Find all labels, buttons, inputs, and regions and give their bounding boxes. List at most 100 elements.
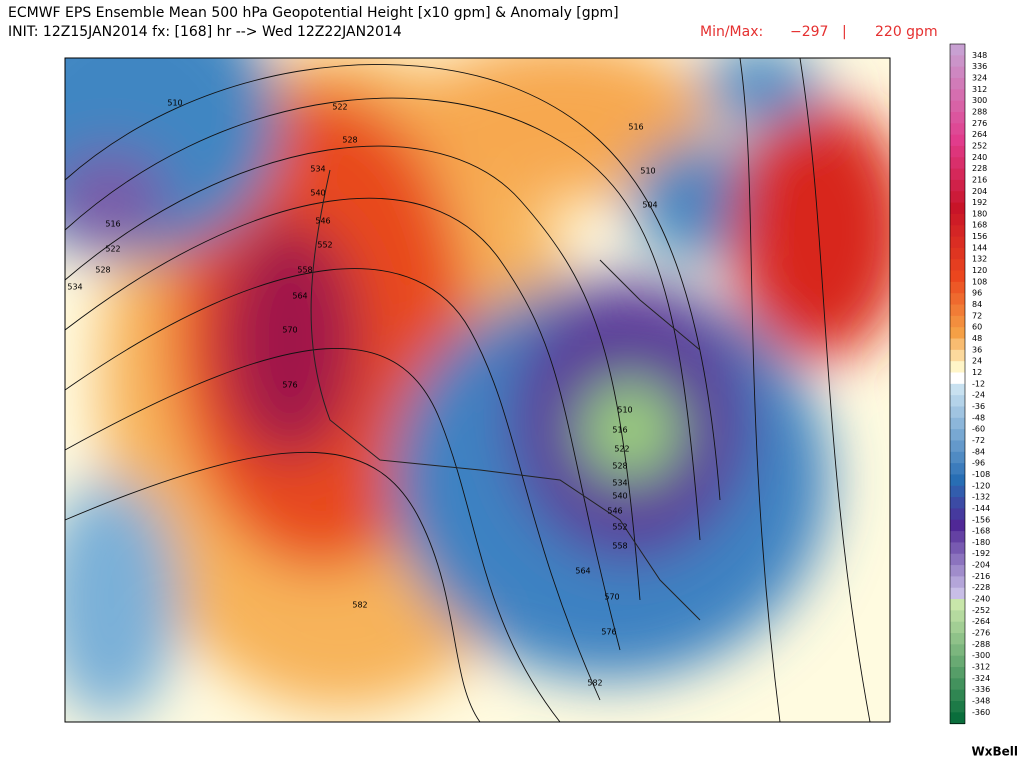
colorbar-label: -168 [972,527,990,536]
colorbar-label: 336 [972,62,987,71]
colorbar-swatch [950,621,965,634]
colorbar-label: -204 [972,561,990,570]
colorbar-label: 252 [972,141,987,150]
colorbar-label: 348 [972,51,987,60]
colorbar-label: -360 [972,708,990,717]
contour-label: 534 [67,283,82,292]
colorbar-swatch [950,610,965,623]
colorbar-label: 300 [972,96,987,105]
colorbar-label: 24 [972,357,982,366]
colorbar-swatch [950,576,965,589]
colorbar-label: -24 [972,391,985,400]
colorbar-swatch [950,281,965,294]
colorbar-swatch [950,542,965,555]
contour-label: 558 [612,542,627,551]
colorbar-label: -156 [972,515,990,524]
colorbar-swatch [950,111,965,124]
colorbar-swatch [950,145,965,158]
contour-label: 516 [628,123,643,132]
colorbar-label: -312 [972,663,990,672]
colorbar-swatch [950,55,965,68]
colorbar-label: 204 [972,187,987,196]
colorbar-swatch [950,293,965,306]
colorbar-swatch [950,406,965,419]
colorbar-label: 84 [972,300,982,309]
colorbar-label: 132 [972,255,987,264]
colorbar-swatch [950,270,965,283]
colorbar-swatch [950,179,965,192]
contour-label: 582 [587,679,602,688]
colorbar-label: -96 [972,459,985,468]
colorbar-swatch [950,417,965,430]
init-line: INIT: 12Z15JAN2014 fx: [168] hr --> Wed … [8,24,402,40]
colorbar-swatch [950,168,965,181]
colorbar-swatch [950,338,965,351]
separator: | [842,24,847,40]
contour-label: 564 [575,567,590,576]
colorbar-label: 12 [972,368,982,377]
colorbar-label: 156 [972,232,987,241]
contour-label: 510 [167,99,182,108]
colorbar-swatch [950,565,965,577]
colorbar-label: -264 [972,617,990,626]
colorbar-swatch [950,134,965,147]
colorbar-swatch [950,531,965,543]
colorbar-label: -300 [972,651,990,660]
contour-label: 552 [612,523,627,532]
colorbar-swatch [950,315,965,328]
contour-label: 534 [612,479,627,488]
colorbar-swatch [950,474,965,487]
colorbar-swatch [950,66,965,79]
colorbar-swatch [950,247,965,260]
contour-label: 540 [310,189,325,198]
colorbar-label: -120 [972,481,990,490]
colorbar-label: -252 [972,606,990,615]
colorbar-label: 48 [972,334,982,343]
logo: WxBell [972,745,1019,759]
contour-label: 516 [612,426,627,435]
colorbar-label: -348 [972,697,990,706]
colorbar-swatch [950,100,965,113]
colorbar-swatch [950,508,965,521]
colorbar-label: 144 [972,243,987,252]
contour-label: 522 [332,103,347,112]
colorbar-swatch [950,644,965,657]
colorbar-label: -324 [972,674,990,683]
colorbar-label: -144 [972,504,990,513]
colorbar-label: 240 [972,153,987,162]
colorbar-label: 120 [972,266,987,275]
colorbar-swatch [950,191,965,204]
colorbar-frame [949,43,966,724]
colorbar-label: -180 [972,538,990,547]
colorbar-swatch [950,689,965,702]
colorbar-label: -336 [972,685,990,694]
max-value: 220 gpm [875,24,938,40]
contour-label: 534 [310,165,325,174]
map-frame [64,57,891,723]
colorbar-swatch [950,440,965,453]
colorbar-swatch [950,225,965,238]
colorbar-label: 216 [972,175,987,184]
contour-label: 522 [614,445,629,454]
colorbar-swatch [950,349,965,362]
colorbar-label: 108 [972,277,987,286]
colorbar-label: 60 [972,323,982,332]
colorbar-swatch [950,372,965,385]
colorbar-swatch [950,259,965,272]
colorbar-swatch [950,678,965,691]
contour-label: 546 [315,217,330,226]
colorbar-swatch [950,429,965,441]
contour-label: 516 [105,220,120,229]
colorbar-swatch [950,633,965,645]
contour-label: 576 [282,381,297,390]
colorbar-label: -108 [972,470,990,479]
contour-label: 522 [105,245,120,254]
colorbar-label: 228 [972,164,987,173]
contour-label: 510 [617,406,632,415]
colorbar-swatch [950,236,965,249]
colorbar-label: 180 [972,209,987,218]
colorbar-swatch [950,395,965,407]
colorbar-swatch [950,587,965,600]
